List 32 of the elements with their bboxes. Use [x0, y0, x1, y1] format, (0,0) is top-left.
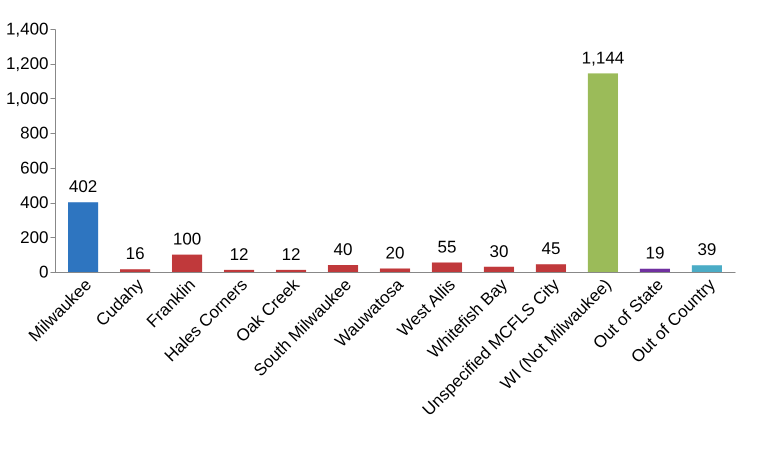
data-label: 55: [438, 237, 456, 256]
bar: [640, 268, 670, 272]
bar: [588, 73, 618, 272]
bar: [328, 265, 358, 272]
y-tick-label: 600: [20, 158, 48, 178]
data-label: 12: [230, 244, 248, 264]
data-label: 30: [490, 242, 508, 261]
bar: [172, 254, 202, 272]
data-label: 1,144: [582, 48, 624, 68]
bar: [380, 268, 410, 272]
data-label: 20: [386, 244, 404, 263]
data-label: 40: [334, 240, 352, 260]
bar: [692, 265, 722, 272]
y-tick-label: 800: [20, 124, 48, 143]
bar: [432, 262, 462, 272]
bar: [120, 269, 150, 272]
bar: [68, 202, 98, 272]
data-label: 402: [68, 177, 98, 196]
y-tick-label: 200: [20, 228, 48, 247]
y-tick-label: 1,200: [6, 54, 48, 74]
y-tick-label: 400: [20, 193, 48, 212]
bar: [536, 264, 566, 272]
data-label: 100: [172, 230, 202, 249]
y-tick-label: 1,000: [6, 88, 48, 108]
data-label: 12: [282, 244, 300, 264]
y-tick-label: 1,400: [6, 20, 48, 38]
bar: [484, 266, 514, 272]
data-label: 45: [542, 239, 560, 258]
data-label: 39: [697, 240, 716, 260]
y-tick-label: 0: [39, 262, 48, 282]
data-label: 16: [126, 244, 145, 264]
data-label: 19: [645, 244, 664, 263]
